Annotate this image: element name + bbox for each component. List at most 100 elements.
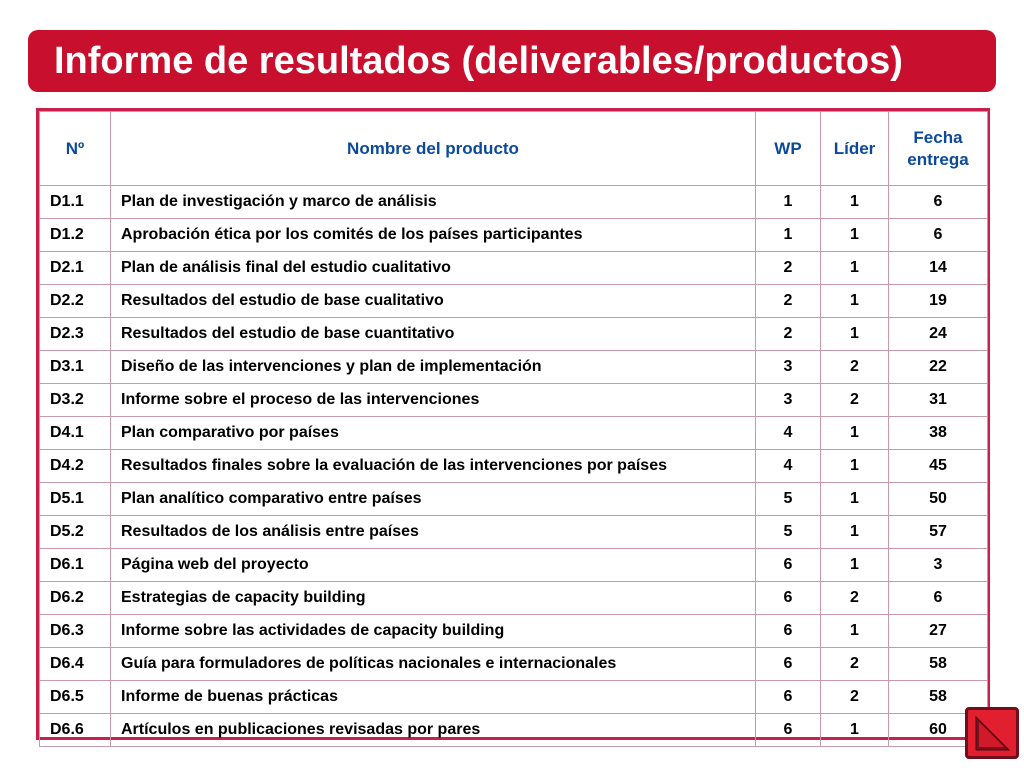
cell-delivery-date: 27 [888,614,988,648]
cell-wp: 6 [755,680,821,714]
table-row: D5.1 Plan analítico comparativo entre paí… [39,482,988,516]
cell-delivery-date: 3 [888,548,988,582]
cell-deliverable-id: D6.5 [39,680,111,714]
cell-delivery-date: 50 [888,482,988,516]
cell-wp: 2 [755,251,821,285]
cell-product-name: Plan de investigación y marco de análisi… [110,185,756,219]
cell-deliverable-id: D6.1 [39,548,111,582]
cell-leader: 1 [820,284,889,318]
table-row: D1.2 Aprobación ética por los comités de … [39,218,988,252]
cell-leader: 1 [820,218,889,252]
cell-wp: 5 [755,515,821,549]
cell-leader: 1 [820,614,889,648]
deliverables-table-container: Nº Nombre del producto WP Líder Fecha en… [36,108,990,747]
cell-delivery-date: 6 [888,218,988,252]
cell-leader: 1 [820,515,889,549]
table-row: D3.2 Informe sobre el proceso de las inte… [39,383,988,417]
cell-delivery-date: 22 [888,350,988,384]
cell-deliverable-id: D6.2 [39,581,111,615]
cell-deliverable-id: D1.1 [39,185,111,219]
cell-wp: 2 [755,317,821,351]
header-leader: Líder [820,111,889,186]
table-row: D2.1 Plan de análisis final del estudio c… [39,251,988,285]
cell-delivery-date: 31 [888,383,988,417]
deliverables-table: Nº Nombre del producto WP Líder Fecha en… [39,111,988,747]
cell-product-name: Aprobación ética por los comités de los … [110,218,756,252]
cell-product-name: Resultados del estudio de base cuantitat… [110,317,756,351]
cell-product-name: Plan de análisis final del estudio cuali… [110,251,756,285]
cell-product-name: Artículos en publicaciones revisadas por… [110,713,756,747]
cell-deliverable-id: D6.4 [39,647,111,681]
table-row: D4.1 Plan comparativo por países 4 1 38 [39,416,988,450]
cell-delivery-date: 24 [888,317,988,351]
cell-deliverable-id: D2.1 [39,251,111,285]
table-row: D2.2 Resultados del estudio de base cuali… [39,284,988,318]
cell-product-name: Diseño de las intervenciones y plan de i… [110,350,756,384]
cell-deliverable-id: D2.3 [39,317,111,351]
cell-wp: 1 [755,218,821,252]
cell-delivery-date: 45 [888,449,988,483]
cell-wp: 6 [755,647,821,681]
cell-delivery-date: 19 [888,284,988,318]
cell-delivery-date: 38 [888,416,988,450]
cell-deliverable-id: D3.2 [39,383,111,417]
cell-product-name: Resultados finales sobre la evaluación d… [110,449,756,483]
cell-wp: 4 [755,449,821,483]
cell-deliverable-id: D4.1 [39,416,111,450]
cell-product-name: Página web del proyecto [110,548,756,582]
cell-product-name: Plan analítico comparativo entre países [110,482,756,516]
cell-delivery-date: 6 [888,185,988,219]
header-date: Fecha entrega [888,111,988,186]
cell-deliverable-id: D5.1 [39,482,111,516]
cell-leader: 1 [820,251,889,285]
cell-deliverable-id: D2.2 [39,284,111,318]
cell-deliverable-id: D6.6 [39,713,111,747]
cell-wp: 6 [755,713,821,747]
cell-deliverable-id: D5.2 [39,515,111,549]
cell-leader: 2 [820,581,889,615]
cell-deliverable-id: D6.3 [39,614,111,648]
cell-delivery-date: 58 [888,647,988,681]
table-row: D6.2 Estrategias de capacity building 6 2 6 [39,581,988,615]
cell-product-name: Informe de buenas prácticas [110,680,756,714]
table-row: D6.1 Página web del proyecto 6 1 3 [39,548,988,582]
triangle-back-icon-graphic [975,715,1011,751]
table-row: D2.3 Resultados del estudio de base cuant… [39,317,988,351]
cell-leader: 1 [820,185,889,219]
table-row: D1.1 Plan de investigación y marco de aná… [39,185,988,219]
cell-deliverable-id: D1.2 [39,218,111,252]
cell-product-name: Guía para formuladores de políticas naci… [110,647,756,681]
cell-wp: 6 [755,548,821,582]
table-row: D6.3 Informe sobre las actividades de cap… [39,614,988,648]
table-header-row: Nº Nombre del producto WP Líder Fecha en… [39,111,988,186]
cell-wp: 3 [755,383,821,417]
cell-deliverable-id: D3.1 [39,350,111,384]
cell-wp: 3 [755,350,821,384]
cell-product-name: Informe sobre el proceso de las interven… [110,383,756,417]
cell-deliverable-id: D4.2 [39,449,111,483]
header-name: Nombre del producto [110,111,756,186]
cell-leader: 1 [820,482,889,516]
header-wp: WP [755,111,821,186]
cell-leader: 2 [820,350,889,384]
cell-wp: 5 [755,482,821,516]
cell-wp: 6 [755,614,821,648]
cell-wp: 6 [755,581,821,615]
cell-delivery-date: 6 [888,581,988,615]
table-row: D6.4 Guía para formuladores de políticas … [39,647,988,681]
cell-leader: 1 [820,548,889,582]
cell-delivery-date: 57 [888,515,988,549]
cell-leader: 2 [820,383,889,417]
cell-delivery-date: 14 [888,251,988,285]
cell-wp: 1 [755,185,821,219]
cell-leader: 1 [820,416,889,450]
table-row: D3.1 Diseño de las intervenciones y plan … [39,350,988,384]
header-num: Nº [39,111,111,186]
cell-leader: 1 [820,317,889,351]
page-title: Informe de resultados (deliverables/prod… [54,39,903,82]
cell-leader: 2 [820,680,889,714]
triangle-back-icon[interactable] [965,707,1019,759]
cell-product-name: Resultados de los análisis entre países [110,515,756,549]
table-row: D5.2 Resultados de los análisis entre paí… [39,515,988,549]
table-row: D6.5 Informe de buenas prácticas 6 2 58 [39,680,988,714]
